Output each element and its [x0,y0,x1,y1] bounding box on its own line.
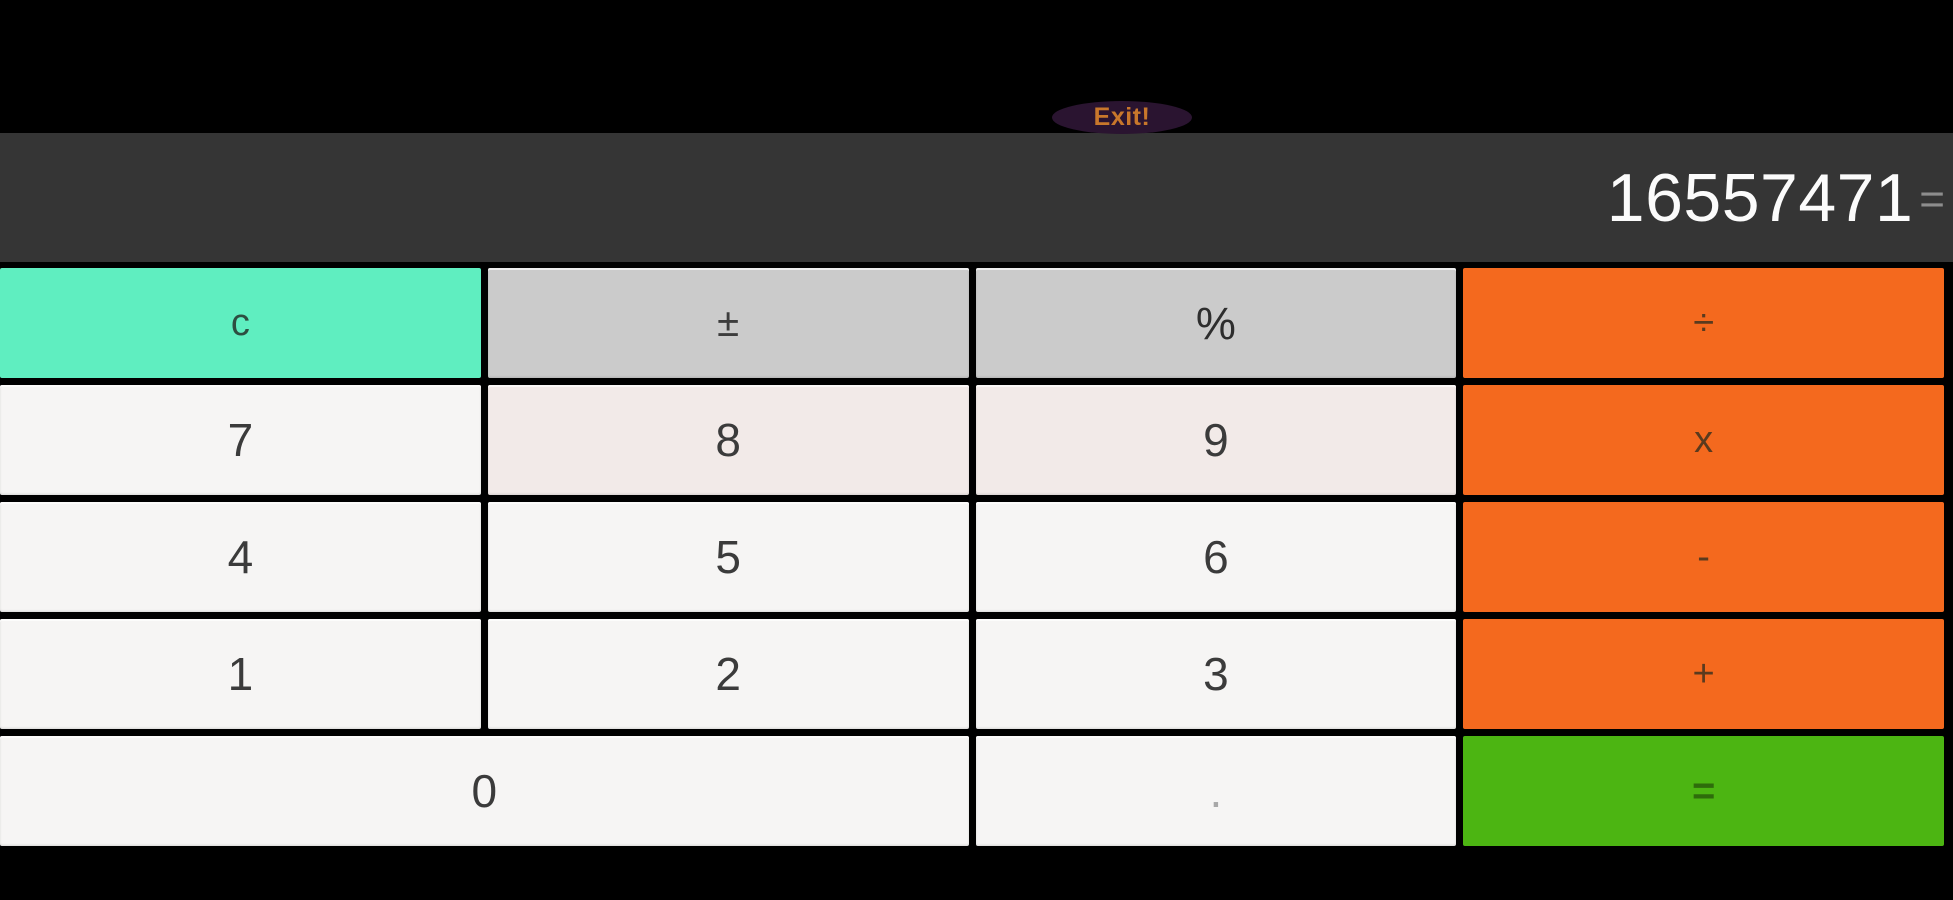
display-equals-suffix: = [1919,174,1945,224]
exit-button[interactable]: Exit! [1052,101,1192,134]
key-subtract[interactable]: - [1463,502,1944,612]
keypad: c ± % ÷ 7 8 9 x 4 5 6 - 1 2 3 + 0 . = [0,262,1953,846]
key-add[interactable]: + [1463,619,1944,729]
key-6[interactable]: 6 [975,502,1457,612]
key-equals[interactable]: = [1463,736,1944,846]
key-9[interactable]: 9 [975,385,1457,495]
top-black-area: Exit! [0,0,1953,134]
key-clear[interactable]: c [0,268,481,378]
key-4[interactable]: 4 [0,502,481,612]
key-2[interactable]: 2 [487,619,969,729]
display-value: 16557471 [1606,159,1914,236]
key-3[interactable]: 3 [975,619,1457,729]
calculator-display: 16557471 = [0,133,1953,262]
key-0[interactable]: 0 [0,736,969,846]
key-decimal[interactable]: . [975,736,1457,846]
key-percent[interactable]: % [975,268,1457,378]
key-multiply[interactable]: x [1463,385,1944,495]
key-5[interactable]: 5 [487,502,969,612]
key-7[interactable]: 7 [0,385,481,495]
key-divide[interactable]: ÷ [1463,268,1944,378]
key-plus-minus[interactable]: ± [487,268,969,378]
key-8[interactable]: 8 [487,385,969,495]
key-1[interactable]: 1 [0,619,481,729]
